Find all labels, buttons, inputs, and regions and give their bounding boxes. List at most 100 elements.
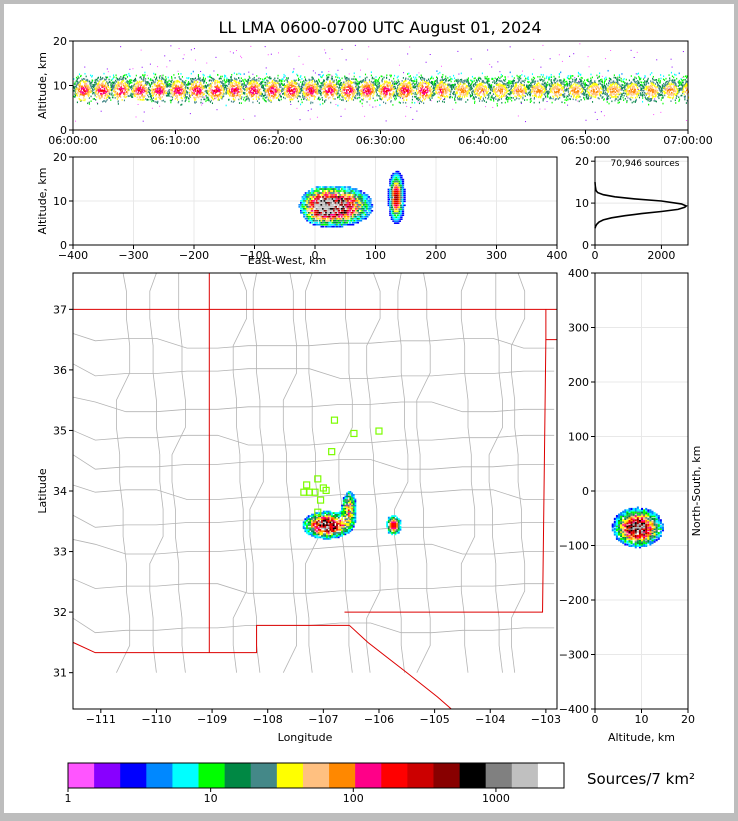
source-point bbox=[247, 87, 249, 89]
source-point bbox=[255, 95, 257, 97]
source-point bbox=[269, 90, 272, 93]
source-point bbox=[231, 79, 233, 81]
source-point bbox=[263, 79, 265, 82]
source-point bbox=[167, 84, 169, 87]
source-point bbox=[127, 89, 129, 91]
source-point bbox=[466, 91, 468, 94]
source-point bbox=[431, 97, 433, 99]
source-point bbox=[313, 95, 315, 97]
source-point bbox=[104, 88, 106, 90]
source-point bbox=[455, 86, 457, 89]
source-point bbox=[205, 90, 207, 92]
source-point bbox=[222, 95, 224, 98]
source-point bbox=[234, 88, 236, 91]
source-point bbox=[74, 83, 76, 85]
source-point bbox=[307, 110, 309, 112]
source-point bbox=[352, 87, 354, 90]
source-point bbox=[245, 86, 247, 88]
source-point bbox=[157, 100, 159, 103]
source-point bbox=[200, 83, 202, 85]
source-point bbox=[157, 92, 159, 94]
source-point bbox=[179, 88, 181, 90]
source-point bbox=[409, 46, 411, 48]
source-point bbox=[444, 86, 446, 89]
source-point bbox=[153, 76, 155, 79]
source-point bbox=[158, 85, 160, 87]
source-point bbox=[128, 85, 130, 87]
source-point bbox=[103, 97, 105, 100]
source-point bbox=[404, 85, 406, 88]
source-point bbox=[322, 88, 324, 90]
source-point bbox=[270, 101, 272, 103]
source-point bbox=[371, 77, 373, 80]
source-point bbox=[231, 73, 233, 76]
source-point bbox=[305, 89, 307, 92]
source-point bbox=[388, 93, 391, 96]
source-point bbox=[309, 91, 311, 93]
source-point bbox=[100, 89, 102, 91]
source-point bbox=[243, 73, 245, 75]
source-point bbox=[399, 83, 401, 85]
source-point bbox=[477, 86, 479, 89]
source-point bbox=[105, 81, 107, 84]
source-point bbox=[89, 108, 91, 110]
source-point bbox=[76, 94, 78, 97]
source-point bbox=[201, 85, 204, 88]
source-point bbox=[376, 85, 378, 88]
source-point bbox=[252, 95, 254, 98]
source-point bbox=[327, 76, 329, 79]
source-point bbox=[351, 93, 353, 96]
source-point bbox=[232, 90, 234, 93]
source-point bbox=[464, 79, 466, 82]
source-point bbox=[159, 77, 161, 80]
source-point bbox=[183, 83, 185, 86]
source-point bbox=[89, 82, 91, 85]
source-point bbox=[116, 92, 119, 94]
source-point bbox=[360, 90, 362, 92]
source-point bbox=[94, 87, 96, 90]
source-point bbox=[361, 85, 363, 87]
source-point bbox=[267, 82, 269, 85]
source-point bbox=[437, 72, 439, 75]
source-point bbox=[376, 80, 378, 82]
source-point bbox=[76, 87, 78, 90]
source-point bbox=[241, 86, 243, 88]
source-point bbox=[472, 89, 474, 92]
source-point bbox=[247, 79, 249, 81]
source-point bbox=[133, 94, 135, 97]
source-point bbox=[287, 90, 289, 92]
source-point bbox=[110, 99, 112, 101]
source-point bbox=[393, 94, 395, 97]
source-point bbox=[427, 89, 429, 92]
source-point bbox=[109, 92, 111, 95]
source-point bbox=[258, 96, 260, 99]
source-point bbox=[233, 72, 235, 75]
source-point bbox=[460, 83, 462, 86]
source-point bbox=[214, 82, 216, 84]
source-point bbox=[433, 87, 435, 90]
source-point bbox=[162, 82, 164, 85]
source-point bbox=[202, 84, 204, 87]
source-point bbox=[444, 92, 446, 95]
source-point bbox=[456, 88, 458, 90]
source-point bbox=[473, 77, 475, 80]
source-point bbox=[365, 94, 367, 97]
source-point bbox=[106, 88, 108, 90]
source-point bbox=[434, 89, 436, 92]
source-point bbox=[200, 80, 202, 82]
source-point bbox=[324, 94, 326, 97]
source-point bbox=[235, 94, 237, 97]
source-point bbox=[79, 80, 81, 82]
source-point bbox=[280, 79, 282, 82]
source-point bbox=[127, 82, 129, 85]
source-point bbox=[255, 96, 257, 98]
source-point bbox=[441, 81, 444, 84]
source-point bbox=[324, 49, 326, 51]
source-point bbox=[134, 95, 136, 98]
source-point bbox=[357, 88, 359, 91]
source-point bbox=[481, 85, 483, 87]
source-point bbox=[100, 94, 102, 97]
source-point bbox=[114, 89, 116, 91]
source-point bbox=[453, 93, 455, 96]
source-point bbox=[431, 88, 433, 91]
